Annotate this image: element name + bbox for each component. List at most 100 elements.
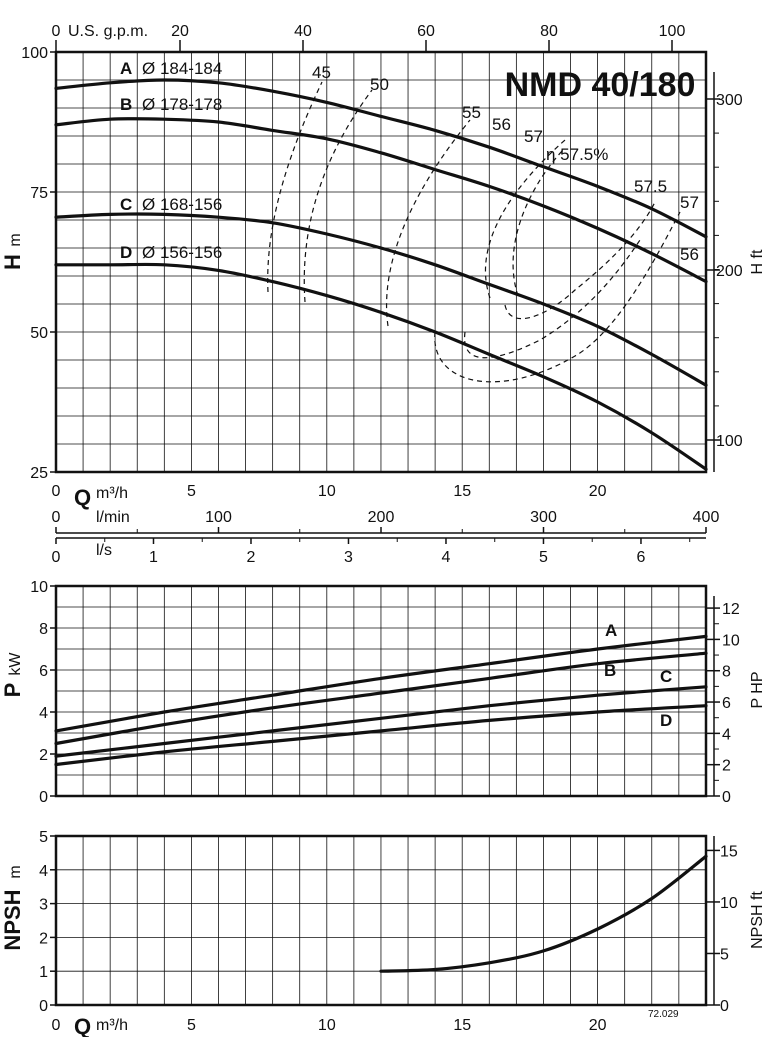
top-tick-label: 60 — [417, 23, 435, 40]
y-tick-label: 25 — [30, 465, 48, 482]
efficiency-label: 57 — [680, 193, 699, 212]
curve-label-d: Ø 156-156 — [142, 243, 222, 262]
grid-layer — [50, 40, 720, 1007]
y-tick-label: 75 — [30, 185, 48, 202]
curve-letter-d: D — [120, 243, 132, 262]
chart-code: 72.029 — [648, 1009, 679, 1020]
efficiency-label: 55 — [462, 103, 481, 122]
p-right-tick-label: 2 — [722, 758, 731, 775]
npsh-x-axis-label: Q — [74, 1014, 91, 1037]
p-y-tick-label: 0 — [39, 789, 48, 806]
p-y-tick-label: 8 — [39, 621, 48, 638]
efficiency-contour — [484, 139, 566, 299]
p-right-axis-label: P HP — [749, 671, 766, 708]
right-tick-label: 300 — [716, 92, 743, 109]
p-right-tick-label: 12 — [722, 601, 740, 618]
lmin-tick-label: 200 — [368, 509, 395, 526]
h-curve-c — [54, 212, 708, 387]
npsh-x-tick-label: 10 — [318, 1017, 336, 1034]
x-tick-label: 0 — [52, 483, 61, 500]
lmin-tick-label: 400 — [693, 509, 720, 526]
npsh-y-tick-label: 5 — [39, 829, 48, 846]
ls-tick-label: 6 — [637, 549, 646, 566]
curve-letter-a: A — [120, 59, 132, 78]
npsh-right-axis-label: NPSH ft — [749, 891, 766, 949]
x-tick-label: 10 — [318, 483, 336, 500]
ls-tick-label: 0 — [52, 549, 61, 566]
lmin-label: l/min — [96, 509, 130, 526]
p-curve-d — [54, 704, 708, 767]
npsh-right-tick-label: 10 — [720, 895, 738, 912]
curves-layer — [54, 78, 708, 973]
efficiency-contour — [434, 211, 681, 383]
efficiency-contour — [504, 201, 656, 320]
npsh-y-axis-unit: m — [7, 865, 24, 878]
p-y-tick-label: 10 — [30, 579, 48, 596]
efficiency-label: 56 — [492, 115, 511, 134]
efficiency-label: 45 — [312, 63, 331, 82]
npsh-right-tick-label: 0 — [720, 998, 729, 1015]
curve-label-b: Ø 178-178 — [142, 95, 222, 114]
p-y-tick-label: 4 — [39, 705, 48, 722]
curve-label-a: Ø 184-184 — [142, 59, 222, 78]
npsh-right-tick-label: 15 — [720, 843, 738, 860]
efficiency-contour — [267, 81, 323, 293]
npsh-y-tick-label: 0 — [39, 998, 48, 1015]
npsh-x-tick-label: 0 — [52, 1017, 61, 1034]
right-tick-label: 200 — [716, 263, 743, 280]
npsh-x-tick-label: 5 — [187, 1017, 196, 1034]
x-tick-label: 15 — [453, 483, 471, 500]
h-curve-b — [54, 117, 708, 284]
p-y-tick-label: 2 — [39, 747, 48, 764]
top-tick-label: 80 — [540, 23, 558, 40]
ls-tick-label: 1 — [149, 549, 158, 566]
h-curve-d — [54, 262, 708, 471]
y-tick-label: 100 — [21, 45, 48, 62]
npsh-x-axis-unit: m³/h — [96, 1017, 128, 1034]
top-tick-label: 20 — [171, 23, 189, 40]
efficiency-label: 57 — [524, 127, 543, 146]
efficiency-label: η 57.5% — [546, 145, 608, 164]
p-curve-b — [54, 651, 708, 746]
efficiency-contour — [385, 119, 471, 327]
p-curve-letter-d: D — [660, 711, 672, 730]
p-curve-c — [54, 685, 708, 758]
efficiency-contour — [464, 239, 641, 359]
lmin-tick-label: 100 — [205, 509, 232, 526]
p-curve-a — [54, 634, 708, 733]
npsh-right-tick-label: 5 — [720, 946, 729, 963]
p-curve-letter-c: C — [660, 667, 672, 686]
ls-tick-label: 3 — [344, 549, 353, 566]
efficiency-contours — [267, 81, 681, 383]
efficiency-contour — [512, 149, 564, 297]
top-axis-label: U.S. g.p.m. — [68, 23, 148, 40]
p-right-tick-label: 10 — [722, 632, 740, 649]
p-right-tick-label: 6 — [722, 695, 731, 712]
curve-label-c: Ø 168-156 — [142, 195, 222, 214]
x-axis-unit: m³/h — [96, 485, 128, 502]
p-y-axis-label: P — [0, 683, 25, 698]
npsh-y-axis-label: NPSH — [0, 889, 25, 950]
npsh-y-tick-label: 3 — [39, 897, 48, 914]
top-tick-label: 100 — [659, 23, 686, 40]
npsh-x-tick-label: 20 — [589, 1017, 607, 1034]
x-tick-label: 20 — [589, 483, 607, 500]
p-y-axis-unit: kW — [7, 652, 24, 676]
curve-letter-c: C — [120, 195, 132, 214]
npsh-y-tick-label: 1 — [39, 964, 48, 981]
efficiency-label: 57.5 — [634, 177, 667, 196]
chart-title: NMD 40/180 — [505, 66, 696, 104]
p-right-tick-label: 8 — [722, 664, 731, 681]
p-y-tick-label: 6 — [39, 663, 48, 680]
ls-tick-label: 4 — [442, 549, 451, 566]
h-curve-a — [54, 78, 708, 239]
npsh-x-tick-label: 15 — [453, 1017, 471, 1034]
p-curve-letter-b: B — [604, 661, 616, 680]
efficiency-label: 56 — [680, 245, 699, 264]
right-axis-label: H ft — [749, 249, 766, 274]
y-tick-label: 50 — [30, 325, 48, 342]
p-right-tick-label: 4 — [722, 726, 731, 743]
ls-label: l/s — [96, 542, 112, 559]
